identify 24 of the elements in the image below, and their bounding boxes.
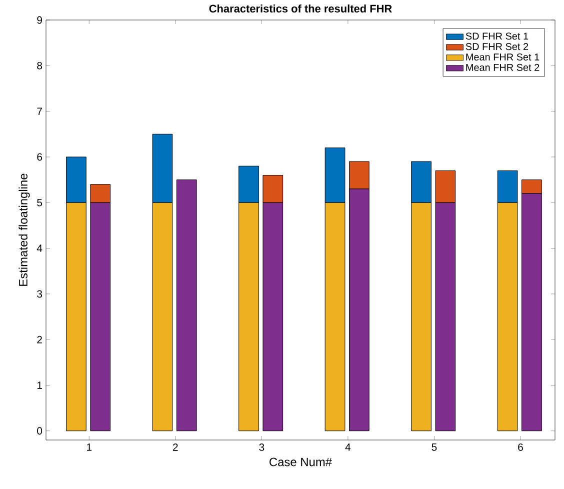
legend-label: Mean FHR Set 2: [466, 64, 540, 71]
bar: [176, 180, 197, 432]
x-tick-label: 4: [345, 444, 351, 451]
y-tick-label: 5: [37, 198, 42, 206]
y-tick-label: 1: [37, 382, 42, 389]
x-tick-label: 3: [259, 444, 264, 451]
x-tick-label: 1: [87, 444, 92, 451]
y-tick-label: 7: [37, 108, 42, 115]
y-tick-label: 6: [37, 153, 42, 161]
y-tick-label: 9: [37, 16, 42, 24]
y-tick-label: 8: [37, 62, 42, 70]
y-tick-label: 4: [36, 244, 42, 252]
legend-label: Mean FHR Set 1: [466, 53, 540, 61]
x-tick-label: 5: [432, 444, 437, 451]
chart-title: Characteristics of the resulted FHR: [209, 4, 392, 13]
legend-label: SD FHR Set 2: [466, 43, 528, 50]
y-axis-title: Estimated floatingline: [18, 174, 30, 286]
x-tick-label: 6: [518, 444, 523, 451]
x-axis-title: Case Num#: [270, 458, 332, 466]
legend-label: SD FHR Set 1: [466, 32, 528, 40]
y-tick-label: 2: [37, 336, 42, 344]
x-tick-label: 2: [173, 444, 178, 451]
y-tick-label: 0: [37, 427, 42, 435]
y-tick-label: 3: [37, 290, 42, 298]
